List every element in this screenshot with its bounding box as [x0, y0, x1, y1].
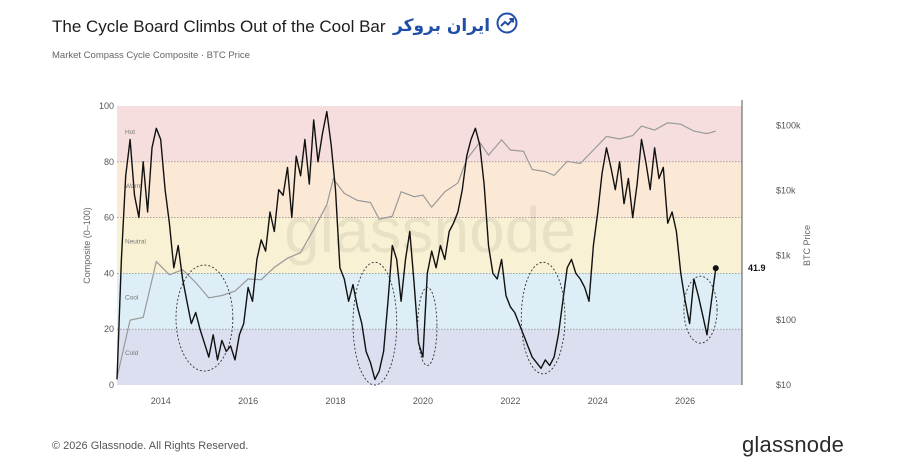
y2-tick-label: $1k: [776, 250, 791, 260]
watermark-text: glassnode: [284, 194, 576, 266]
broker-logo: ایران بروکر: [393, 12, 518, 39]
band-label-cool: Cool: [125, 294, 139, 301]
band-cold: [117, 329, 742, 385]
band-label-neutral: Neutral: [125, 239, 147, 246]
y2-tick-label: $100k: [776, 121, 801, 131]
y-tick-label: 100: [99, 101, 114, 111]
chart-subtitle: Market Compass Cycle Composite · BTC Pri…: [52, 50, 250, 61]
y2-tick-label: $100: [776, 315, 796, 325]
y-tick-label: 40: [104, 268, 114, 278]
logo-text: ایران بروکر: [393, 15, 491, 36]
highlight-ellipse-layer: [175, 261, 718, 386]
cold-zone-ellipse: [175, 264, 234, 372]
brand-wordmark: glassnode: [742, 432, 845, 457]
composite-line: [116, 110, 717, 381]
grid-layer: [117, 161, 742, 330]
y-tick-label: 80: [104, 157, 114, 167]
y-tick-label: 20: [104, 324, 114, 334]
x-tick-label: 2022: [500, 396, 520, 406]
x-tick-label: 2026: [675, 396, 695, 406]
y2-tick-label: $10k: [776, 185, 796, 195]
x-tick-label: 2020: [413, 396, 433, 406]
y2-axis-title: BTC Price: [802, 225, 812, 266]
cold-zone-ellipse: [352, 261, 398, 386]
y-tick-label: 0: [109, 380, 114, 390]
cold-zone-ellipse: [683, 275, 718, 344]
x-tick-label: 2016: [238, 396, 258, 406]
x-tick-label: 2014: [151, 396, 171, 406]
last-value-label: 41.9: [748, 263, 766, 273]
y2-tick-label: $10: [776, 380, 791, 390]
axes-layer: 0 20 40 60 80 100 2014 2016 2018 2020 2022 2024 2026…: [82, 100, 812, 406]
x-tick-label: 2018: [326, 396, 346, 406]
copyright-text: © 2026 Glassnode. All Rights Reserved.: [52, 440, 249, 452]
trend-arrow-icon: [496, 12, 518, 39]
btc-price-line: [116, 122, 716, 378]
band-label-cold: Cold: [125, 350, 139, 357]
composite-layer: 41.9: [116, 110, 766, 381]
btc-price-layer: [116, 122, 716, 378]
x-tick-label: 2024: [588, 396, 608, 406]
cold-zone-ellipse: [417, 286, 438, 366]
band-cool: [117, 273, 742, 330]
y-tick-label: 60: [104, 213, 114, 223]
cold-zone-ellipse: [520, 261, 566, 375]
band-hot: [117, 106, 742, 162]
y-axis-title: Composite (0–100): [82, 207, 92, 284]
band-label-hot: Hot: [125, 129, 135, 136]
last-value-dot: [712, 265, 719, 272]
chart-title: The Cycle Board Climbs Out of the Cool B…: [52, 17, 386, 36]
